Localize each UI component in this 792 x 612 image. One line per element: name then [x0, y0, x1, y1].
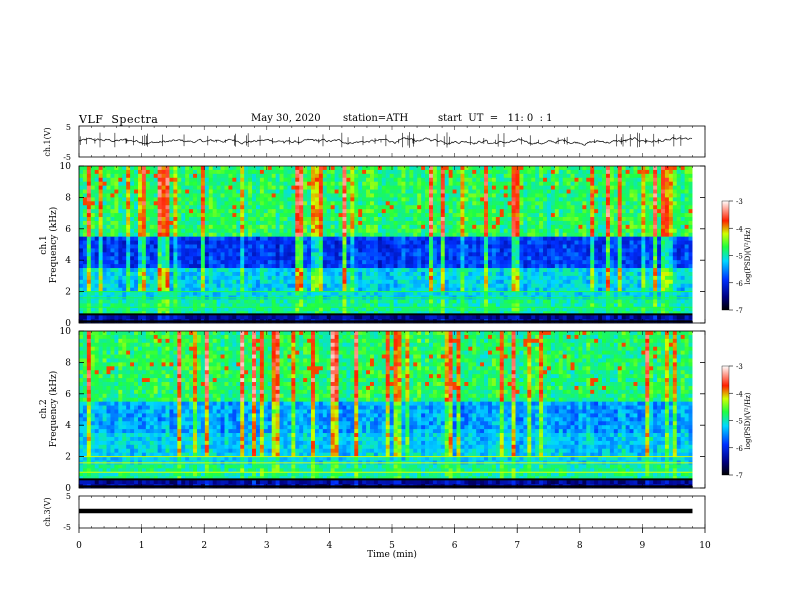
ch1-waveform-panel: 5 -5 ch.1(V)	[43, 123, 706, 162]
ch1-yticks: 0 2 4 6 8 10	[60, 162, 705, 329]
ch2-yticks: 0 2 4 6 8 10	[60, 327, 705, 494]
x-tick-label: 5	[389, 541, 395, 551]
y-tick-label: 6	[65, 390, 71, 400]
y-tick-label: 0	[65, 319, 71, 329]
figure-title: VLF Spectra	[79, 113, 159, 126]
ch2-spectrogram-image	[79, 331, 705, 489]
x-tick-label: 0	[76, 541, 82, 551]
x-tick-label: 3	[264, 541, 270, 551]
x-tick-label: 10	[699, 541, 711, 551]
colorbar-tick-label: -6	[736, 280, 743, 288]
date-label: May 30, 2020	[251, 113, 321, 124]
ch1-spectrogram-image	[79, 166, 705, 324]
y-tick-label: 2	[65, 453, 71, 463]
y-tick-label: 4	[65, 256, 71, 266]
ch1-spec-ylabel-frequency: Frequency (kHz)	[48, 207, 59, 284]
x-tick-label: 1	[139, 541, 145, 551]
ch1-colorbar-label: log(PSD)(V²/Hz)	[744, 227, 752, 284]
ch1-spectrogram-panel: 0 2 4 6 8 10 ch.1 Frequency (kHz)	[39, 162, 706, 329]
colorbar-tick-label: -7	[736, 472, 743, 480]
colorbar-tick-label: -7	[736, 307, 743, 315]
colorbar-tick-label: -6	[736, 445, 743, 453]
colorbar-tick-label: -4	[736, 390, 743, 398]
y-tick-label: 6	[65, 225, 71, 235]
time-axis: 0 1 2 3 4 5 6 7 8 9 10	[76, 126, 711, 551]
y-tick-label: 2	[65, 288, 71, 298]
colorbar-tick-label: -5	[736, 253, 743, 261]
ch1-spec-ylabel-channel: ch.1	[39, 235, 49, 254]
colorbar-tick-label: -4	[736, 225, 743, 233]
station-label: station=ATH	[343, 113, 409, 124]
ch3-ytick-bottom: -5	[63, 523, 71, 532]
x-tick-label: 7	[514, 541, 520, 551]
ch1-ytick-bottom: -5	[63, 153, 71, 162]
y-tick-label: 8	[65, 358, 71, 368]
y-tick-label: 10	[60, 327, 72, 337]
ch1-colorbar-ticks: -3 -4 -5 -6 -7	[729, 198, 743, 315]
x-tick-label: 9	[640, 541, 646, 551]
y-tick-label: 10	[60, 162, 72, 172]
colorbar-tick-label: -3	[736, 198, 743, 206]
ch3-waveform-panel: 5 -5 ch.3(V)	[43, 492, 706, 532]
ch2-spectrogram-panel: 0 2 4 6 8 10 ch.2 Frequency (kHz)	[39, 327, 706, 494]
x-axis-label: Time (min)	[367, 549, 417, 560]
colorbar-tick-label: -5	[736, 418, 743, 426]
ch2-spec-ylabel-frequency: Frequency (kHz)	[48, 371, 59, 448]
ch1-ytick-top: 5	[66, 123, 71, 132]
ch1-colorbar: -3 -4 -5 -6 -7 log(PSD)(V²/Hz)	[721, 198, 752, 315]
colorbar-tick-label: -3	[736, 363, 743, 371]
x-tick-label: 4	[327, 541, 333, 551]
ch2-spec-ylabel-channel: ch.2	[39, 399, 49, 418]
start-time-label: start UT = 11: 0 : 1	[438, 113, 553, 124]
ch3-ytick-top: 5	[66, 492, 71, 501]
ch3-ylabel: ch.3(V)	[43, 497, 52, 526]
ch1-ylabel: ch.1(V)	[43, 127, 52, 156]
y-tick-label: 0	[65, 484, 71, 494]
x-tick-label: 8	[577, 541, 583, 551]
x-tick-label: 2	[201, 541, 207, 551]
y-tick-label: 8	[65, 193, 71, 203]
ch2-colorbar-ticks: -3 -4 -5 -6 -7	[729, 363, 743, 480]
ch2-colorbar: -3 -4 -5 -6 -7 log(PSD)(V²/Hz)	[721, 363, 752, 480]
ch1-spikes	[79, 132, 682, 148]
ch2-colorbar-label: log(PSD)(V²/Hz)	[744, 392, 752, 449]
ch1-waveform-line	[78, 137, 693, 146]
y-tick-label: 4	[65, 421, 71, 431]
x-tick-label: 6	[452, 541, 458, 551]
